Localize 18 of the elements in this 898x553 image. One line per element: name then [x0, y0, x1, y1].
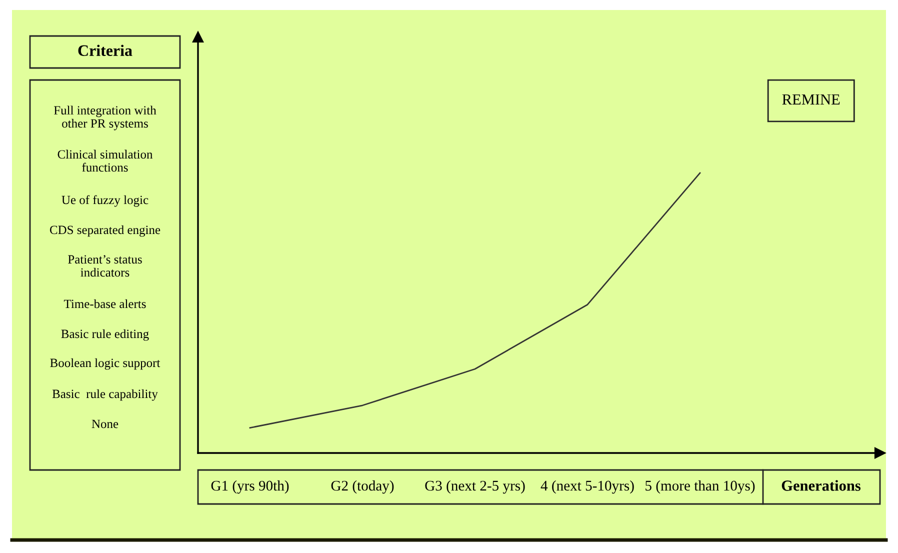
x-tick-label: G2 (today) — [331, 480, 394, 494]
x-tick-label: G1 (yrs 90th) — [211, 480, 289, 494]
text: CDS separated engine — [50, 225, 160, 237]
text: Basic rule editing — [61, 329, 149, 341]
text: Basic rule capability — [52, 389, 158, 401]
text: Time-base alerts — [64, 299, 146, 308]
text: Full integration with other PR systems — [54, 106, 156, 130]
text: Ue of fuzzy logic — [62, 195, 148, 207]
x-axis-title: Generations — [782, 480, 861, 491]
x-tick-label: 5 (more than 10ys) — [646, 480, 755, 494]
text: None — [92, 420, 118, 428]
x-tick-label: G3 (next 2-5 yrs) — [425, 480, 525, 494]
text: Patient’s status indicators — [68, 255, 142, 277]
text: REMINE — [782, 94, 840, 104]
text: Criteria — [78, 44, 132, 56]
text: Boolean logic support — [50, 358, 160, 370]
text: Clinical simulation functions — [58, 150, 153, 172]
x-tick-label: 4 (next 5-10yrs) — [540, 480, 634, 494]
